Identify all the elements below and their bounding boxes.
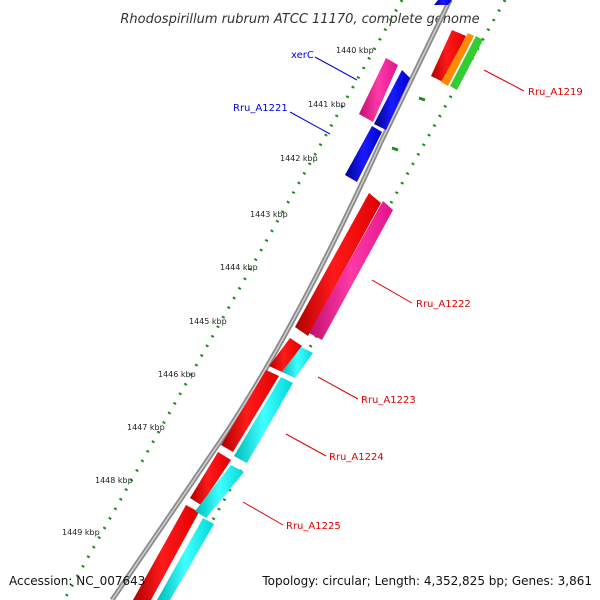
tick-track: [62, 0, 404, 600]
callout-line-rru-a1221: [289, 111, 331, 135]
cds-blue-top-edge: [434, 0, 452, 5]
gene-label-rru-a1222[interactable]: Rru_A1222: [416, 299, 471, 310]
gene-label-rru-a1221[interactable]: Rru_A1221: [233, 103, 288, 114]
kbp-label: 1441 kbp: [308, 100, 346, 109]
kbp-label: 1444 kbp: [220, 263, 258, 272]
cds-red-rru-a1224: [221, 370, 279, 452]
accession-text: Accession: NC_007643: [9, 574, 146, 588]
callout-line-rru-a1224: [285, 433, 327, 457]
cds-blue-xerc: [374, 70, 410, 130]
callout-line-rru-a1219: [483, 69, 525, 92]
cds-green-rru-a1219: [450, 36, 483, 90]
cds-cyan-rru-a1225: [195, 465, 244, 518]
kbp-label: 1442 kbp: [280, 154, 318, 163]
reverse-strand-genes: [157, 0, 483, 600]
inner-tick-mark: [391, 146, 399, 152]
gene-labels: xerC Rru_A1221 Rru_A1219 Rru_A1222 Rru_A…: [233, 50, 583, 532]
cds-red-rru-a1222: [295, 193, 381, 336]
cds-blue-rru-a1221: [345, 126, 382, 182]
genome-summary-text: Topology: circular; Length: 4,352,825 bp…: [262, 574, 592, 588]
kbp-label: 1449 kbp: [62, 528, 100, 537]
cds-cyan-rru-a1223: [282, 347, 313, 378]
inner-track: [166, 0, 507, 600]
cds-magenta-xerc: [359, 58, 398, 122]
callout-line-rru-a1222: [371, 279, 413, 304]
map-title: Rhodospirillum rubrum ATCC 11170, comple…: [120, 12, 479, 27]
inner-dots-line: [166, 0, 507, 600]
forward-strand-genes: [133, 30, 466, 600]
gene-label-xerc[interactable]: xerC: [291, 50, 314, 61]
gene-label-rru-a1223[interactable]: Rru_A1223: [361, 395, 416, 406]
gene-callouts: [242, 56, 525, 526]
gene-label-rru-a1219[interactable]: Rru_A1219: [528, 87, 583, 98]
cds-cyan-rru-a1224: [234, 377, 293, 463]
tick-dots-line: [62, 0, 404, 600]
callout-line-rru-a1225: [242, 501, 284, 526]
callout-line-rru-a1223: [317, 376, 359, 400]
gene-label-rru-a1224[interactable]: Rru_A1224: [329, 452, 384, 463]
kbp-label: 1448 kbp: [95, 476, 133, 485]
kbp-label: 1447 kbp: [127, 423, 165, 432]
kbp-label: 1443 kbp: [250, 210, 288, 219]
inner-tick-mark: [418, 96, 426, 102]
cds-red-rru-a1223: [269, 338, 302, 372]
cds-magenta-rru-a1222: [309, 201, 393, 340]
cds-red-rru-a1225: [190, 452, 231, 505]
kbp-labels: 1440 kbp 1441 kbp 1442 kbp 1443 kbp 1444…: [62, 46, 374, 537]
cds-red-bottom: [133, 505, 199, 600]
genome-backbone-highlight: [111, 0, 451, 600]
cds-cyan-bottom: [157, 518, 214, 600]
cds-red-top: [431, 30, 466, 82]
callout-line-xerc: [314, 56, 358, 81]
kbp-label: 1446 kbp: [158, 370, 196, 379]
gene-label-rru-a1225[interactable]: Rru_A1225: [286, 521, 341, 532]
kbp-label: 1445 kbp: [189, 317, 227, 326]
cds-orange-rru-a1219: [441, 33, 474, 86]
kbp-label: 1440 kbp: [336, 46, 374, 55]
